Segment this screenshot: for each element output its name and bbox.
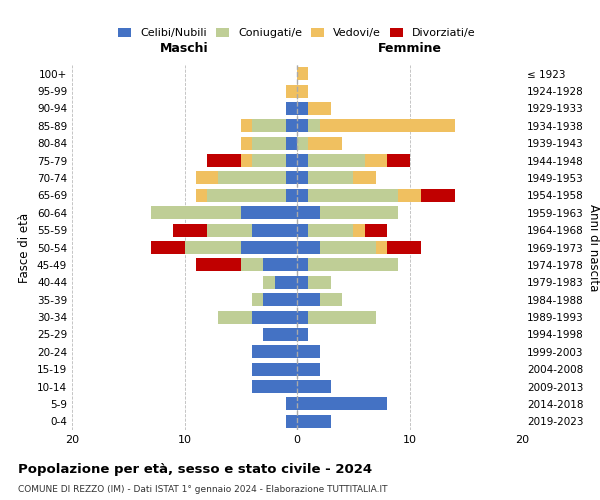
Legend: Celibi/Nubili, Coniugati/e, Vedovi/e, Divorziati/e: Celibi/Nubili, Coniugati/e, Vedovi/e, Di… [114,23,480,43]
Bar [263,276,275,289]
Bar [297,67,308,80]
Bar [297,206,320,220]
Bar [275,276,297,289]
Bar [241,136,252,149]
Bar [297,120,308,132]
Bar [297,276,308,289]
Bar [297,380,331,393]
Bar [297,293,320,306]
Bar [286,172,297,184]
Bar [286,415,297,428]
Bar [308,154,365,167]
Bar [218,310,252,324]
Bar [297,310,308,324]
Bar [308,310,376,324]
Bar [365,224,387,236]
Bar [207,154,241,167]
Bar [320,241,376,254]
Bar [297,328,308,341]
Bar [308,136,342,149]
Bar [151,241,185,254]
Bar [320,120,455,132]
Bar [252,310,297,324]
Bar [421,189,455,202]
Bar [308,276,331,289]
Bar [241,120,252,132]
Bar [196,189,207,202]
Bar [297,346,320,358]
Bar [151,206,241,220]
Bar [263,293,297,306]
Bar [196,172,218,184]
Bar [353,224,365,236]
Bar [353,172,376,184]
Bar [286,84,297,98]
Bar [241,258,263,272]
Bar [263,328,297,341]
Text: Maschi: Maschi [160,42,209,54]
Bar [308,120,320,132]
Bar [196,258,241,272]
Bar [308,172,353,184]
Bar [252,346,297,358]
Bar [252,293,263,306]
Bar [252,136,286,149]
Bar [218,172,286,184]
Bar [252,120,286,132]
Bar [320,206,398,220]
Bar [308,189,398,202]
Bar [297,136,308,149]
Bar [286,398,297,410]
Bar [297,102,308,115]
Bar [185,241,241,254]
Bar [286,102,297,115]
Bar [308,258,398,272]
Bar [387,241,421,254]
Bar [387,154,409,167]
Bar [252,154,286,167]
Bar [241,206,297,220]
Bar [252,362,297,376]
Bar [308,224,353,236]
Bar [308,102,331,115]
Bar [241,241,297,254]
Bar [173,224,207,236]
Bar [286,154,297,167]
Bar [286,189,297,202]
Bar [297,172,308,184]
Bar [297,415,331,428]
Bar [297,189,308,202]
Bar [297,224,308,236]
Bar [286,120,297,132]
Bar [252,380,297,393]
Bar [297,154,308,167]
Bar [398,189,421,202]
Y-axis label: Fasce di età: Fasce di età [19,212,31,282]
Bar [207,224,252,236]
Bar [263,258,297,272]
Bar [286,136,297,149]
Bar [241,154,252,167]
Bar [320,293,342,306]
Bar [297,258,308,272]
Bar [207,189,286,202]
Bar [297,398,387,410]
Y-axis label: Anni di nascita: Anni di nascita [587,204,600,291]
Bar [252,224,297,236]
Bar [297,362,320,376]
Text: Femmine: Femmine [377,42,442,54]
Bar [365,154,387,167]
Text: Popolazione per età, sesso e stato civile - 2024: Popolazione per età, sesso e stato civil… [18,462,372,475]
Bar [297,84,308,98]
Text: COMUNE DI REZZO (IM) - Dati ISTAT 1° gennaio 2024 - Elaborazione TUTTITALIA.IT: COMUNE DI REZZO (IM) - Dati ISTAT 1° gen… [18,485,388,494]
Bar [297,241,320,254]
Bar [376,241,387,254]
